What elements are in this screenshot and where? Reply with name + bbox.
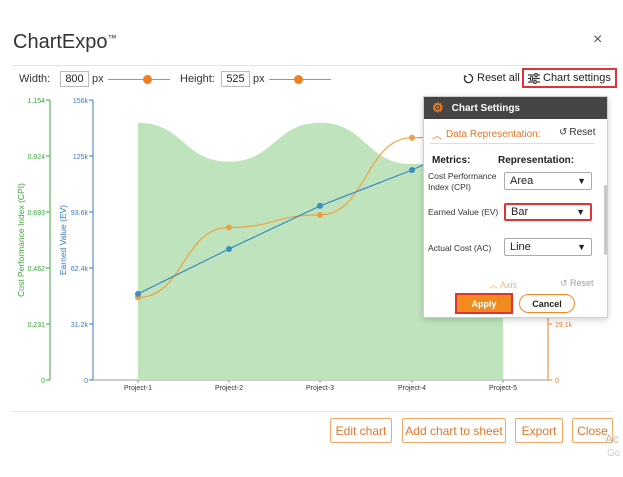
panel-header: ⚙ Chart Settings: [424, 97, 607, 119]
activation-watermark-2: Go: [607, 448, 621, 459]
ev-tick-label: 156k: [73, 98, 89, 105]
ev-point: [226, 245, 232, 252]
height-slider-thumb[interactable]: [294, 75, 303, 84]
category-label: Project-5: [489, 385, 517, 392]
representation-header: Representation:: [498, 155, 575, 166]
width-label: Width:: [19, 73, 51, 85]
reset-icon: [463, 73, 474, 83]
edit-chart-button[interactable]: Edit chart: [330, 418, 392, 443]
ev-tick-label: 93.6k: [71, 210, 89, 217]
cpi-tick-label: 0.924: [27, 154, 45, 161]
app-title: ChartExpo™: [13, 31, 117, 53]
ev-tick-label: 125k: [73, 154, 89, 161]
cpi-axis-title: Cost Performance Index (CPI): [16, 183, 26, 297]
width-input[interactable]: 800: [60, 71, 89, 87]
export-button[interactable]: Export: [515, 418, 563, 443]
combo-chart: 1.154 0.924 0.693 0.462 0.231 0 156k 125k 93.6k 6…: [16, 98, 573, 392]
reset-all-label: Reset all: [477, 72, 520, 84]
panel-title: Chart Settings: [451, 102, 520, 114]
ev-axis-title: Earned Value (EV): [58, 205, 68, 275]
cpi-tick-label: 0.231: [27, 322, 45, 329]
width-unit: px: [92, 73, 104, 85]
ev-tick-label: 62.4k: [71, 266, 89, 273]
data-representation-toggle[interactable]: ︿ Data Representation:: [432, 127, 541, 142]
metrics-header: Metrics:: [432, 155, 471, 166]
ev-point: [409, 167, 415, 173]
axis-reset-button[interactable]: ↺ Reset: [560, 278, 594, 288]
header-divider: [12, 65, 612, 66]
ac-point: [226, 224, 232, 231]
panel-divider: [430, 143, 595, 144]
metric-name-ev: Earned Value (EV): [428, 207, 499, 217]
ev-point: [135, 290, 141, 297]
add-chart-to-sheet-button[interactable]: Add chart to sheet: [402, 418, 506, 443]
chevron-down-icon: ▼: [577, 242, 586, 252]
representation-select-ev[interactable]: Bar ▼: [504, 203, 592, 221]
representation-select-cpi[interactable]: Area ▼: [504, 172, 592, 190]
trademark: ™: [107, 33, 117, 43]
close-icon[interactable]: ×: [593, 31, 603, 48]
chart-settings-label: Chart settings: [543, 72, 611, 84]
cancel-button[interactable]: Cancel: [519, 294, 575, 313]
height-label: Height:: [180, 73, 215, 85]
width-slider-thumb[interactable]: [143, 75, 152, 84]
sliders-icon: [528, 72, 540, 84]
category-label: Project-2: [215, 385, 243, 392]
ac-point: [409, 134, 415, 141]
ac-tick-label: 29.1k: [555, 322, 573, 329]
category-label: Project-4: [398, 385, 426, 392]
height-input[interactable]: 525: [221, 71, 250, 87]
representation-select-ac[interactable]: Line ▼: [504, 238, 592, 256]
ev-point: [317, 202, 323, 209]
chart-settings-button[interactable]: Chart settings: [522, 68, 617, 88]
chart-settings-panel: ⚙ Chart Settings ︿ Data Representation: …: [423, 96, 608, 318]
category-label: Project-1: [124, 385, 152, 392]
footer-divider: [12, 411, 612, 412]
ac-point: [317, 211, 323, 218]
height-unit: px: [253, 73, 265, 85]
cpi-tick-label: 0.462: [27, 266, 45, 273]
width-slider-track[interactable]: [108, 79, 170, 80]
cpi-tick-label: 0.693: [27, 210, 45, 217]
panel-scrollbar[interactable]: [604, 185, 607, 255]
chevron-down-icon: ▼: [576, 207, 585, 217]
chevron-down-icon: ▼: [577, 176, 586, 186]
category-label: Project-3: [306, 385, 334, 392]
select-value: Line: [510, 241, 531, 253]
cpi-tick-label: 0: [41, 378, 45, 385]
ev-tick-label: 31.2k: [71, 322, 89, 329]
chevron-up-icon: ︿: [432, 131, 442, 142]
activation-watermark: Ac: [605, 432, 620, 446]
section-title: Data Representation:: [446, 129, 541, 140]
select-value: Area: [510, 175, 534, 187]
cpi-tick-label: 1.154: [27, 98, 45, 105]
select-value: Bar: [511, 206, 529, 218]
section-reset-button[interactable]: ↺ Reset: [559, 127, 596, 138]
section-reset-label: Reset: [569, 127, 596, 138]
apply-button[interactable]: Apply: [455, 293, 513, 314]
close-button[interactable]: Close: [572, 418, 613, 443]
cpi-area: [138, 122, 503, 381]
axis-section-toggle[interactable]: ︿ Axis: [489, 280, 518, 290]
metric-name-ac: Actual Cost (AC): [428, 243, 492, 253]
reset-all-button[interactable]: Reset all: [463, 72, 520, 84]
gear-icon: ⚙: [432, 100, 444, 115]
ac-tick-label: 0: [555, 378, 559, 385]
metric-name-cpi: Cost Performance Index (CPI): [428, 171, 497, 192]
reset-icon: ↺: [559, 127, 568, 138]
ev-tick-label: 0: [84, 378, 88, 385]
